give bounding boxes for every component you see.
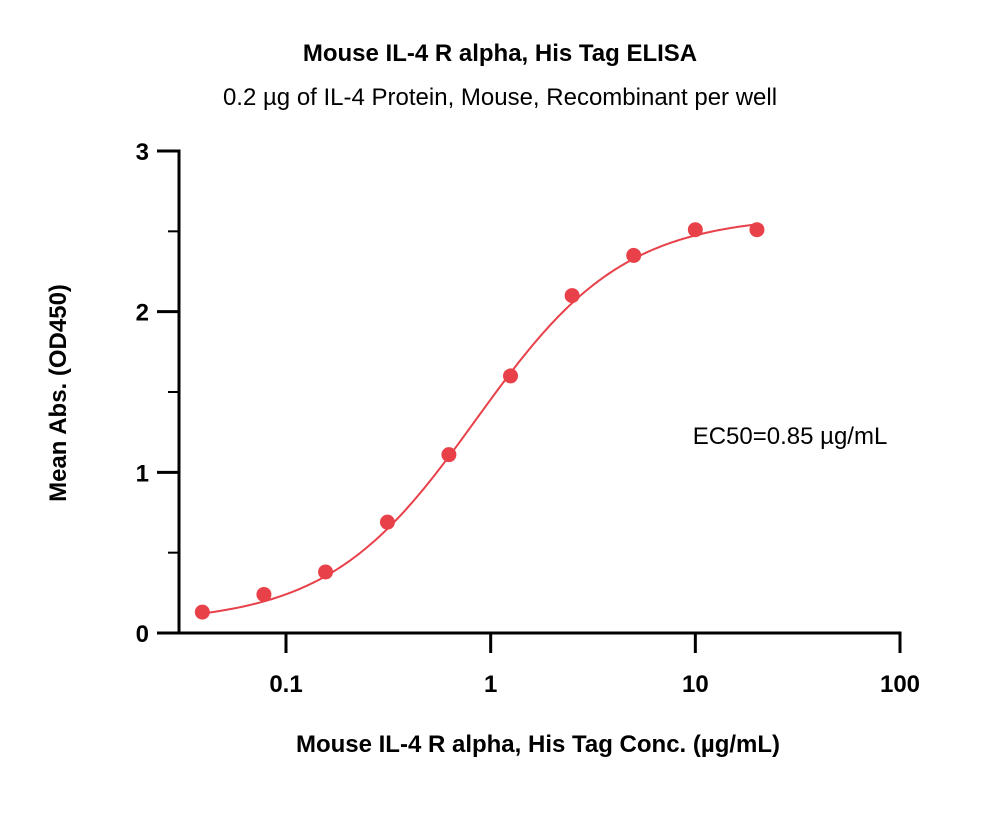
y-tick-label: 2: [136, 300, 149, 327]
data-point: [626, 247, 642, 263]
fit-curve: [202, 223, 758, 615]
data-points: [194, 222, 765, 620]
data-point: [503, 368, 519, 384]
axes: 0 1 2 3 0.1 1 10 100: [136, 139, 920, 698]
chart-subtitle: 0.2 µg of IL-4 Protein, Mouse, Recombina…: [222, 84, 778, 111]
fit-layer: [202, 223, 758, 615]
x-tick-label: 10: [682, 671, 709, 698]
y-tick-label: 1: [136, 460, 149, 487]
x-tick-label: 100: [880, 671, 920, 698]
data-point: [441, 447, 457, 463]
data-point: [564, 288, 580, 304]
ec50-annotation: EC50=0.85 µg/mL: [693, 423, 888, 450]
data-point: [318, 564, 334, 580]
chart-title: Mouse IL-4 R alpha, His Tag ELISA: [302, 40, 698, 67]
x-axis-title: Mouse IL-4 R alpha, His Tag Conc. (µg/mL…: [296, 731, 780, 758]
x-tick-label: 0.1: [269, 671, 302, 698]
data-point: [687, 222, 703, 238]
data-point: [256, 586, 272, 602]
y-tick-label: 0: [136, 621, 149, 648]
data-point: [749, 222, 765, 238]
y-tick-label: 3: [136, 139, 149, 166]
data-point: [379, 514, 395, 530]
data-point: [194, 604, 210, 620]
y-axis-title: Mean Abs. (OD450): [45, 284, 72, 502]
x-tick-label: 1: [484, 671, 497, 698]
